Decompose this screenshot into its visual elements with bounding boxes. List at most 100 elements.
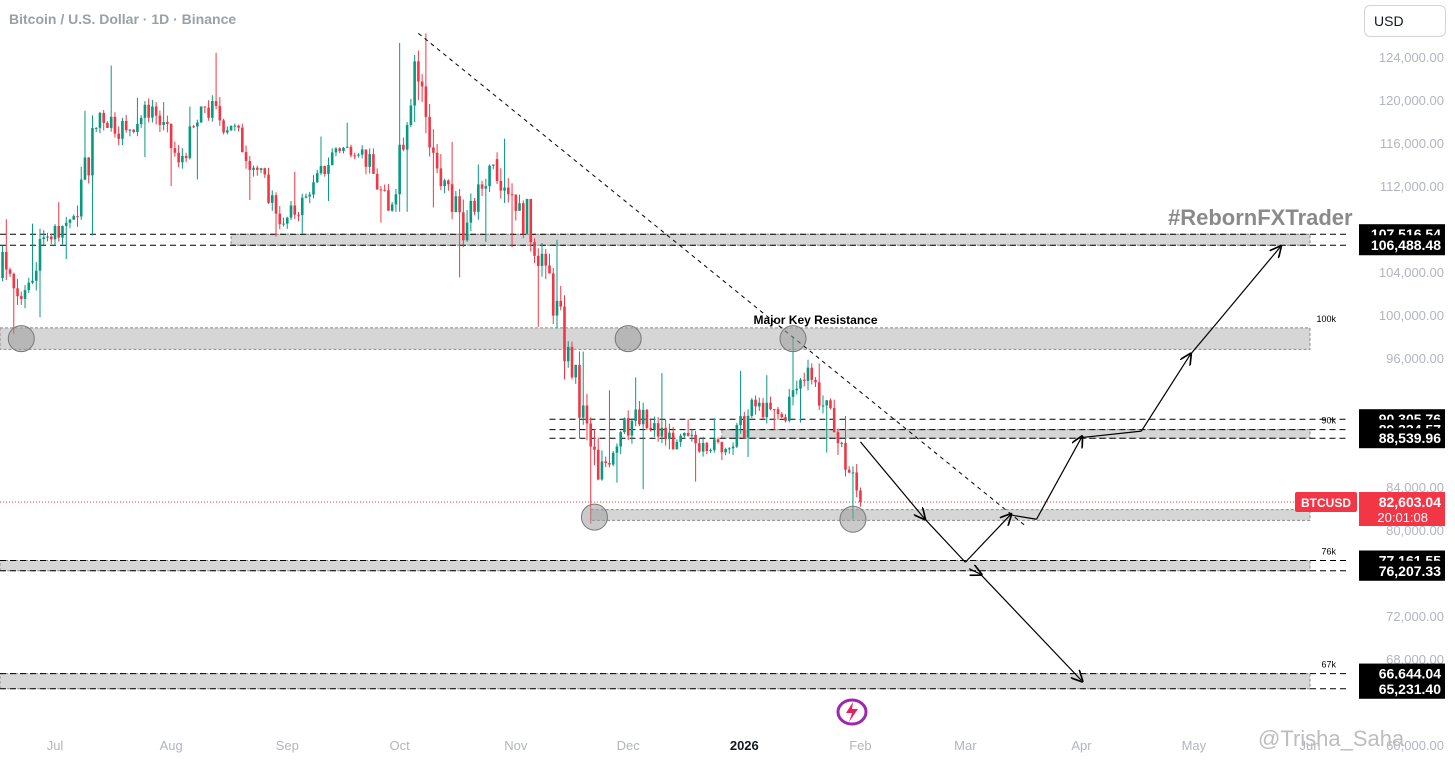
- candle-body: [694, 434, 697, 444]
- candle-body: [686, 433, 690, 436]
- candle-body: [151, 106, 154, 118]
- projection-segment: [1035, 438, 1082, 520]
- candle-body: [177, 152, 180, 163]
- candle-body: [855, 472, 859, 491]
- candle-body: [731, 446, 735, 449]
- zone-4: [0, 560, 1311, 572]
- candle-body: [443, 180, 446, 186]
- candle-body: [267, 174, 270, 203]
- zone-tag-90k: 90k: [1321, 416, 1336, 426]
- symbol-badge-label: BTCUSD: [1301, 496, 1351, 510]
- price-tag-label: 65,231.40: [1379, 681, 1441, 697]
- symbol-badge: [1295, 492, 1357, 513]
- candle-body: [255, 167, 259, 170]
- candle-body: [656, 423, 660, 437]
- candle-body: [806, 367, 810, 381]
- candle-body: [106, 122, 109, 128]
- candle-body: [540, 253, 544, 266]
- candle-body: [387, 190, 390, 211]
- candle-body: [263, 168, 267, 175]
- candle-body: [521, 203, 525, 234]
- touch-circle-2: [580, 503, 608, 531]
- candle-body: [477, 184, 480, 212]
- candle-body: [128, 129, 132, 131]
- y-tick: 120,000.00: [1379, 93, 1444, 108]
- candle-body: [323, 166, 327, 174]
- candle-body: [158, 115, 162, 125]
- candle-body: [241, 127, 244, 153]
- candle-body: [61, 226, 64, 238]
- candle-body: [645, 409, 649, 429]
- price-tag: [1359, 678, 1445, 699]
- price-tag-label: 76,207.33: [1379, 563, 1441, 579]
- candle-body: [49, 236, 53, 240]
- candle-body: [166, 121, 169, 125]
- candle-body: [394, 194, 398, 205]
- candle-body: [829, 400, 832, 409]
- descending-trendline: [418, 32, 1026, 527]
- candle-body: [188, 126, 192, 159]
- countdown-label: 20:01:08: [1377, 510, 1428, 525]
- candle-body: [121, 120, 124, 139]
- candle-body: [87, 157, 91, 176]
- candle-body: [173, 148, 177, 153]
- candle-body: [795, 388, 799, 391]
- price-tag: [1359, 428, 1445, 449]
- candle-body: [222, 120, 225, 133]
- zone-tag-67k: 67k: [1321, 660, 1336, 670]
- candle-body: [802, 379, 806, 381]
- candle-body: [525, 198, 529, 234]
- x-tick-Jun: Jun: [1300, 738, 1321, 753]
- lightning-logo-icon: [834, 697, 870, 732]
- candle-body: [312, 182, 315, 195]
- candle-body: [192, 126, 195, 128]
- candle-body: [304, 196, 308, 198]
- candle-body: [72, 216, 76, 220]
- candle-body: [353, 155, 357, 157]
- price-tag: [1359, 235, 1445, 256]
- y-tick: 112,000.00: [1380, 179, 1444, 194]
- candle-body: [372, 154, 375, 174]
- candle-body: [664, 427, 667, 440]
- candle-body: [462, 212, 465, 241]
- candle-body: [566, 346, 570, 362]
- candle-body: [432, 147, 435, 153]
- candle-body: [79, 179, 83, 217]
- candle-body: [413, 61, 416, 106]
- candle-body: [596, 449, 600, 480]
- candle-body: [585, 405, 589, 424]
- author-credit: @Trisha_Saha: [1258, 726, 1405, 751]
- candle-body: [544, 253, 548, 266]
- candle-body: [117, 133, 120, 139]
- candle-body: [634, 409, 637, 421]
- currency-button[interactable]: USD: [1364, 5, 1446, 37]
- candle-body: [229, 125, 233, 131]
- candle-body: [735, 425, 739, 447]
- y-tick: 116,000.00: [1380, 136, 1444, 151]
- price-tag: [1359, 560, 1445, 581]
- candle-body: [405, 125, 409, 150]
- candle-body: [102, 112, 106, 123]
- projection-segment: [1010, 514, 1037, 520]
- zone-tag-100k: 100k: [1316, 314, 1336, 324]
- candle-body: [469, 200, 473, 223]
- candle-body: [750, 399, 754, 416]
- candle-body: [244, 152, 248, 161]
- candle-body: [604, 461, 608, 463]
- candle-body: [638, 409, 641, 425]
- candle-body: [57, 225, 61, 238]
- x-tick-Oct: Oct: [390, 738, 411, 753]
- candle-body: [454, 196, 458, 212]
- candle-body: [626, 418, 630, 436]
- candle-body: [109, 116, 113, 128]
- candle-body: [555, 300, 559, 316]
- candle-body: [559, 300, 563, 307]
- candle-body: [368, 154, 371, 167]
- candle-body: [439, 168, 443, 186]
- candle-body: [698, 443, 701, 452]
- candle-body: [42, 237, 46, 240]
- y-tick: 68,000.00: [1386, 652, 1444, 667]
- candle-body: [76, 216, 79, 218]
- candle-body: [832, 408, 836, 433]
